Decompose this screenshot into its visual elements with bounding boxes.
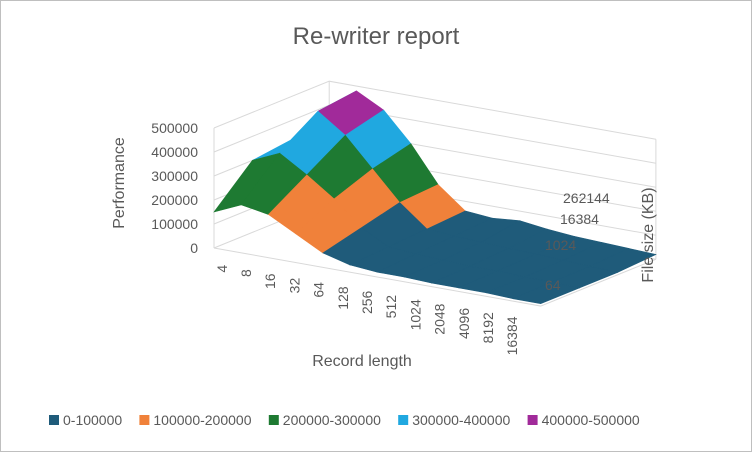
legend-swatch bbox=[398, 415, 409, 425]
y-tick-label: 1024 bbox=[545, 237, 576, 253]
z-axis-title: Performance bbox=[111, 137, 128, 229]
surface-plot bbox=[213, 90, 657, 304]
z-tick-label: 500000 bbox=[151, 120, 198, 136]
x-tick-label: 16384 bbox=[504, 316, 520, 355]
legend-swatch bbox=[527, 415, 538, 425]
x-tick-label: 32 bbox=[286, 278, 302, 294]
legend-label: 100000-200000 bbox=[153, 412, 251, 428]
z-tick-label: 0 bbox=[190, 240, 198, 256]
x-tick-label: 4096 bbox=[456, 308, 472, 339]
legend-swatch bbox=[139, 415, 150, 425]
legend: 0-100000 100000-200000 200000-300000 300000… bbox=[49, 412, 640, 428]
legend-label: 0-100000 bbox=[63, 412, 122, 428]
legend-item: 300000-400000 bbox=[398, 412, 511, 428]
x-tick-label: 4 bbox=[214, 265, 230, 273]
x-tick-label: 512 bbox=[383, 295, 399, 319]
legend-label: 300000-400000 bbox=[412, 412, 510, 428]
x-axis-title: Record length bbox=[312, 353, 412, 370]
x-tick-label: 16 bbox=[262, 273, 278, 289]
x-tick-label: 128 bbox=[335, 286, 351, 310]
y-tick-label: 16384 bbox=[560, 211, 599, 227]
x-tick-label: 8 bbox=[238, 269, 254, 277]
y-axis-title: File size (KB) bbox=[640, 187, 657, 282]
legend-label: 400000-500000 bbox=[542, 412, 640, 428]
surface-patch bbox=[512, 281, 581, 304]
x-axis-ticks: 48 16 32 64 128 256 512 1024 2048 4096 8192 16384 bbox=[214, 265, 520, 356]
legend-item: 200000-300000 bbox=[268, 412, 381, 428]
y-tick-label: 64 bbox=[545, 277, 561, 293]
chart-title: Re-writer report bbox=[293, 23, 460, 50]
z-tick-label: 400000 bbox=[151, 144, 198, 160]
legend-label: 200000-300000 bbox=[283, 412, 381, 428]
y-axis-ticks: 64 1024 16384 262144 bbox=[545, 190, 610, 293]
z-axis-ticks: 0 100000 200000 300000 400000 500000 bbox=[151, 120, 198, 256]
legend-swatch bbox=[268, 415, 279, 425]
legend-swatch bbox=[49, 415, 59, 425]
z-tick-label: 100000 bbox=[151, 216, 198, 232]
y-tick-label: 262144 bbox=[563, 190, 610, 206]
x-tick-label: 256 bbox=[359, 290, 375, 314]
x-tick-label: 1024 bbox=[407, 299, 423, 330]
legend-item: 0-100000 bbox=[49, 412, 122, 428]
x-tick-label: 64 bbox=[311, 282, 327, 298]
legend-item: 100000-200000 bbox=[139, 412, 252, 428]
x-tick-label: 8192 bbox=[480, 312, 496, 343]
z-tick-label: 300000 bbox=[151, 168, 198, 184]
x-tick-label: 2048 bbox=[432, 303, 448, 334]
legend-item: 400000-500000 bbox=[527, 412, 640, 428]
z-tick-label: 200000 bbox=[151, 192, 198, 208]
